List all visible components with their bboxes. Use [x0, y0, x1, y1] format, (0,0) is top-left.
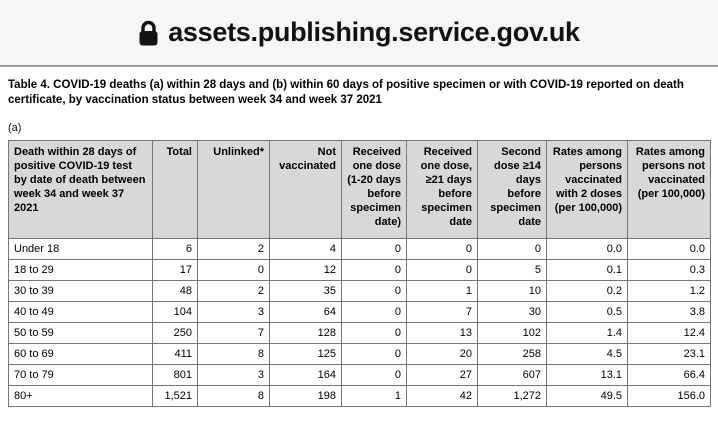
unlinked-cell: 2: [197, 238, 270, 260]
second-dose-cell: 1,272: [477, 385, 547, 407]
age-group-cell: 40 to 49: [8, 301, 153, 323]
column-header-rates-not-vaccinated: Rates among persons not vaccinated (per …: [627, 140, 711, 239]
age-group-cell: 50 to 59: [8, 322, 153, 344]
one-dose-1-20-cell: 0: [341, 364, 407, 386]
not-vaccinated-cell: 12: [269, 259, 342, 281]
second-dose-cell: 607: [477, 364, 547, 386]
rate-not-vaccinated-cell: 1.2: [627, 280, 711, 302]
rate-not-vaccinated-cell: 0.0: [627, 238, 711, 260]
column-header-second-dose: Second dose ≥14 days before specimen dat…: [477, 140, 547, 239]
one-dose-1-20-cell: 0: [341, 238, 407, 260]
total-cell: 411: [152, 343, 198, 365]
column-header-age-group: Death within 28 days of positive COVID-1…: [8, 140, 153, 239]
not-vaccinated-cell: 164: [269, 364, 342, 386]
column-header-total: Total: [152, 140, 198, 239]
rate-vaccinated-cell: 0.1: [546, 259, 628, 281]
one-dose-1-20-cell: 0: [341, 259, 407, 281]
one-dose-21plus-cell: 27: [406, 364, 478, 386]
second-dose-cell: 258: [477, 343, 547, 365]
one-dose-21plus-cell: 0: [406, 259, 478, 281]
column-header-rates-vaccinated: Rates among persons vaccinated with 2 do…: [546, 140, 628, 239]
unlinked-cell: 3: [197, 301, 270, 323]
age-group-cell: Under 18: [8, 238, 153, 260]
table-row: 18 to 29 17 0 12 0 0 5 0.1 0.3: [8, 259, 711, 281]
page-content: Table 4. COVID-19 deaths (a) within 28 d…: [0, 67, 718, 407]
not-vaccinated-cell: 198: [269, 385, 342, 407]
table-row: 60 to 69 411 8 125 0 20 258 4.5 23.1: [8, 343, 711, 365]
lock-icon: [139, 20, 158, 46]
rate-not-vaccinated-cell: 66.4: [627, 364, 711, 386]
table-row: 70 to 79 801 3 164 0 27 607 13.1 66.4: [8, 364, 711, 386]
page-title: Table 4. COVID-19 deaths (a) within 28 d…: [8, 79, 684, 106]
not-vaccinated-cell: 35: [269, 280, 342, 302]
one-dose-21plus-cell: 1: [406, 280, 478, 302]
one-dose-21plus-cell: 7: [406, 301, 478, 323]
age-group-cell: 60 to 69: [8, 343, 153, 365]
rate-vaccinated-cell: 1.4: [546, 322, 628, 344]
total-cell: 48: [152, 280, 198, 302]
total-cell: 1,521: [152, 385, 198, 407]
rate-vaccinated-cell: 4.5: [546, 343, 628, 365]
one-dose-21plus-cell: 20: [406, 343, 478, 365]
one-dose-21plus-cell: 42: [406, 385, 478, 407]
unlinked-cell: 2: [197, 280, 270, 302]
table-header-row: Death within 28 days of positive COVID-1…: [8, 140, 711, 239]
not-vaccinated-cell: 4: [269, 238, 342, 260]
age-group-cell: 18 to 29: [8, 259, 153, 281]
age-group-cell: 80+: [8, 385, 153, 407]
rate-vaccinated-cell: 0.0: [546, 238, 628, 260]
age-group-cell: 30 to 39: [8, 280, 153, 302]
one-dose-21plus-cell: 13: [406, 322, 478, 344]
unlinked-cell: 7: [197, 322, 270, 344]
second-dose-cell: 5: [477, 259, 547, 281]
table-row: 50 to 59 250 7 128 0 13 102 1.4 12.4: [8, 322, 711, 344]
table-row: 80+ 1,521 8 198 1 42 1,272 49.5 156.0: [8, 385, 711, 407]
table-row: 40 to 49 104 3 64 0 7 30 0.5 3.8: [8, 301, 711, 323]
column-header-one-dose-1-20: Received one dose (1-20 days before spec…: [341, 140, 407, 239]
not-vaccinated-cell: 125: [269, 343, 342, 365]
total-cell: 6: [152, 238, 198, 260]
column-header-unlinked: Unlinked*: [197, 140, 270, 239]
one-dose-1-20-cell: 1: [341, 385, 407, 407]
table-row: 30 to 39 48 2 35 0 1 10 0.2 1.2: [8, 280, 711, 302]
unlinked-cell: 8: [197, 385, 270, 407]
unlinked-cell: 8: [197, 343, 270, 365]
unlinked-cell: 0: [197, 259, 270, 281]
not-vaccinated-cell: 128: [269, 322, 342, 344]
rate-vaccinated-cell: 0.5: [546, 301, 628, 323]
rate-not-vaccinated-cell: 0.3: [627, 259, 711, 281]
column-header-one-dose-21plus: Received one dose, ≥21 days before speci…: [406, 140, 478, 239]
rate-vaccinated-cell: 13.1: [546, 364, 628, 386]
second-dose-cell: 30: [477, 301, 547, 323]
total-cell: 17: [152, 259, 198, 281]
one-dose-1-20-cell: 0: [341, 301, 407, 323]
total-cell: 250: [152, 322, 198, 344]
one-dose-21plus-cell: 0: [406, 238, 478, 260]
table-row: Under 18 6 2 4 0 0 0 0.0 0.0: [8, 238, 711, 260]
one-dose-1-20-cell: 0: [341, 322, 407, 344]
rate-vaccinated-cell: 49.5: [546, 385, 628, 407]
rate-not-vaccinated-cell: 12.4: [627, 322, 711, 344]
not-vaccinated-cell: 64: [269, 301, 342, 323]
rate-vaccinated-cell: 0.2: [546, 280, 628, 302]
unlinked-cell: 3: [197, 364, 270, 386]
url-text: assets.publishing.service.gov.uk: [168, 17, 580, 47]
second-dose-cell: 102: [477, 322, 547, 344]
age-group-cell: 70 to 79: [8, 364, 153, 386]
covid-deaths-table: Death within 28 days of positive COVID-1…: [8, 140, 711, 407]
total-cell: 801: [152, 364, 198, 386]
rate-not-vaccinated-cell: 23.1: [627, 343, 711, 365]
rate-not-vaccinated-cell: 3.8: [627, 301, 711, 323]
total-cell: 104: [152, 301, 198, 323]
second-dose-cell: 10: [477, 280, 547, 302]
second-dose-cell: 0: [477, 238, 547, 260]
column-header-not-vaccinated: Not vaccinated: [269, 140, 342, 239]
rate-not-vaccinated-cell: 156.0: [627, 385, 711, 407]
section-label-a: (a): [8, 122, 22, 134]
one-dose-1-20-cell: 0: [341, 343, 407, 365]
browser-url-bar[interactable]: assets.publishing.service.gov.uk: [0, 0, 718, 67]
one-dose-1-20-cell: 0: [341, 280, 407, 302]
